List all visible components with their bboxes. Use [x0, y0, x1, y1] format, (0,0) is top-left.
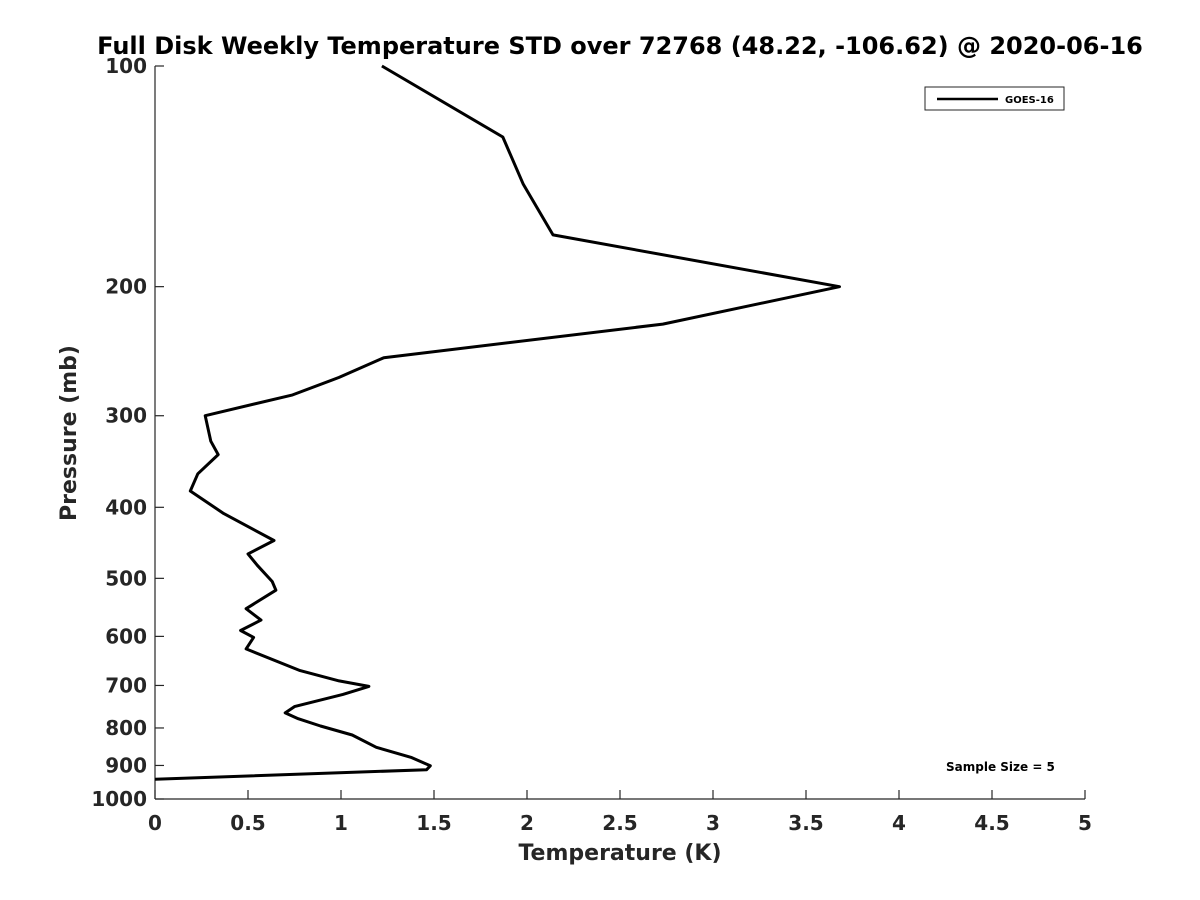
x-tick-label: 1.5	[416, 811, 451, 835]
series-line-goes-16	[154, 64, 841, 781]
y-tick-label: 300	[105, 404, 147, 428]
y-tick-label: 200	[105, 275, 147, 299]
legend-label: GOES-16	[1005, 95, 1054, 106]
sample-size-annotation: Sample Size = 5	[946, 760, 1055, 774]
y-tick-label: 100	[105, 54, 147, 78]
y-axis-label: Pressure (mb)	[57, 345, 82, 521]
x-tick-label: 1	[334, 811, 348, 835]
y-tick-label: 500	[105, 566, 147, 590]
y-ticks: 100 200 300 400 500 600 700 800 900 1000	[91, 54, 164, 811]
x-ticks: 0 0.5 1 1.5 2 2.5 3 3.5 4 4.5 5	[148, 790, 1092, 835]
legend: GOES-16	[924, 86, 1065, 111]
x-tick-label: 0	[148, 811, 162, 835]
x-tick-label: 3.5	[788, 811, 823, 835]
x-tick-label: 5	[1078, 811, 1092, 835]
series-layer	[154, 64, 841, 781]
x-tick-label: 4.5	[974, 811, 1009, 835]
x-tick-label: 3	[706, 811, 720, 835]
x-axis-label: Temperature (K)	[518, 841, 721, 866]
y-tick-label: 900	[105, 753, 147, 777]
x-tick-label: 4	[892, 811, 906, 835]
y-tick-label: 800	[105, 716, 147, 740]
chart-title: Full Disk Weekly Temperature STD over 72…	[97, 32, 1143, 60]
y-tick-label: 400	[105, 495, 147, 519]
x-tick-label: 2.5	[602, 811, 637, 835]
plot-area: 0 0.5 1 1.5 2 2.5 3 3.5 4 4.5 5 100 200 300 400 500 600…	[91, 54, 1092, 835]
x-tick-label: 0.5	[230, 811, 265, 835]
y-tick-label: 700	[105, 673, 147, 697]
y-tick-label: 1000	[91, 787, 147, 811]
y-tick-label: 600	[105, 624, 147, 648]
x-tick-label: 2	[520, 811, 534, 835]
